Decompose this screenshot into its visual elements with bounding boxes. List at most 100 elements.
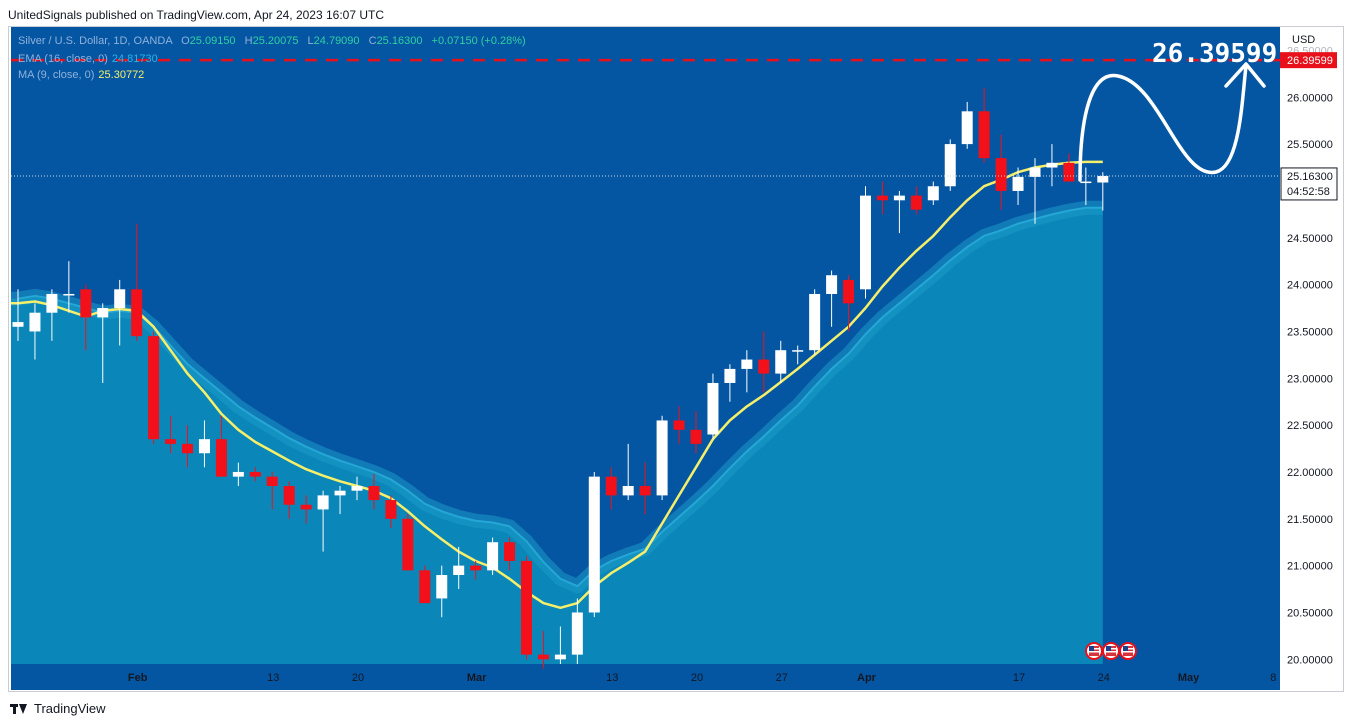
candle (961, 101, 973, 149)
candle (690, 411, 702, 454)
candle (809, 289, 821, 355)
candle-body (741, 359, 753, 369)
candle-body (826, 275, 838, 294)
x-tick-label: 20 (352, 672, 364, 684)
y-tick-label: 25.50000 (1287, 139, 1333, 151)
y-tick-label: 20.50000 (1287, 607, 1333, 619)
candle-body (707, 382, 719, 435)
candle (402, 514, 414, 571)
candle (944, 139, 956, 191)
candle (792, 345, 804, 365)
candle (266, 471, 278, 510)
candle-body (927, 186, 939, 201)
candle (63, 261, 75, 313)
candle (554, 626, 566, 664)
candle (436, 565, 448, 618)
target-price-label: 26.39599 (1287, 55, 1333, 67)
candle-body (758, 359, 770, 374)
candle (927, 181, 939, 205)
candle (521, 556, 532, 660)
candle (910, 186, 922, 215)
y-tick-label: 22.50000 (1287, 420, 1333, 432)
legend-ema-label: EMA (16, close, 0) (18, 53, 108, 65)
candle (775, 340, 787, 383)
candle-body (843, 279, 855, 304)
y-tick-label: 23.00000 (1287, 373, 1333, 385)
x-tick-label: Feb (128, 672, 148, 684)
candle (368, 473, 380, 510)
candle (419, 565, 431, 604)
candle-body (910, 195, 922, 210)
projection-curve (1078, 64, 1248, 182)
candle (673, 406, 685, 444)
us-flag-icon (1119, 642, 1137, 660)
us-flag-icon (1102, 642, 1120, 660)
candle (1029, 158, 1041, 224)
candle-body (1012, 176, 1024, 191)
candle (588, 471, 600, 618)
candle (97, 303, 109, 383)
legend-ma-label: MA (9, close, 0) (18, 69, 95, 81)
target-annotation-text: 26.39599 (1152, 39, 1277, 69)
candle (537, 631, 549, 669)
currency-label: USD (1292, 34, 1315, 46)
candle-body (12, 322, 24, 327)
ema-area (11, 207, 1103, 665)
x-tick-label: 20 (691, 672, 703, 684)
tradingview-logo[interactable]: TradingView (10, 701, 106, 716)
candle-body (436, 575, 448, 599)
candle (571, 598, 583, 664)
candle (656, 415, 668, 501)
candle (758, 331, 770, 393)
candle-body (809, 293, 821, 351)
legend-ma: MA (9, close, 0) 25.30772 (18, 69, 144, 81)
candle (893, 190, 905, 234)
candle-body (385, 500, 397, 519)
y-tick-label: 24.50000 (1287, 233, 1333, 245)
candle-body (80, 289, 92, 318)
candle (165, 415, 177, 454)
candle (639, 462, 651, 515)
candle-body (198, 439, 210, 454)
legend-low: 24.79090 (313, 35, 360, 47)
candle-body (1046, 162, 1058, 168)
candle (453, 546, 465, 590)
candle (29, 303, 41, 360)
candle-body (622, 486, 634, 496)
ma-line (11, 160, 1103, 610)
candle-body (317, 495, 329, 510)
candle-body (605, 476, 617, 496)
candle-body (165, 439, 177, 444)
candle (1080, 167, 1092, 205)
x-tick-label: May (1178, 672, 1200, 684)
legend-close-label: C (368, 35, 377, 47)
candle-body (1080, 181, 1092, 184)
candle (707, 373, 719, 440)
x-tick-label: 13 (267, 672, 279, 684)
tradingview-icon (10, 703, 28, 715)
candle-body (249, 471, 261, 477)
candle (232, 462, 244, 487)
candle-body (978, 111, 990, 159)
x-tick-label: 27 (776, 672, 788, 684)
candle-body (673, 420, 685, 430)
candle (843, 275, 855, 332)
candle (622, 443, 634, 501)
candle (300, 495, 312, 524)
candle (605, 467, 617, 510)
candle (1046, 144, 1058, 187)
x-tick-label: Apr (857, 672, 877, 684)
last-price-label: 25.16300 (1287, 171, 1333, 183)
candle-body (724, 368, 736, 383)
candle (860, 186, 871, 299)
candle-body (402, 518, 414, 571)
y-tick-label: 24.00000 (1287, 280, 1333, 292)
candle (487, 537, 499, 576)
candle (385, 495, 397, 529)
candle-body (368, 486, 380, 501)
candle-body (961, 111, 973, 145)
candle (826, 270, 838, 327)
x-tick-label: Mar (467, 672, 487, 684)
candle-body (860, 195, 871, 290)
